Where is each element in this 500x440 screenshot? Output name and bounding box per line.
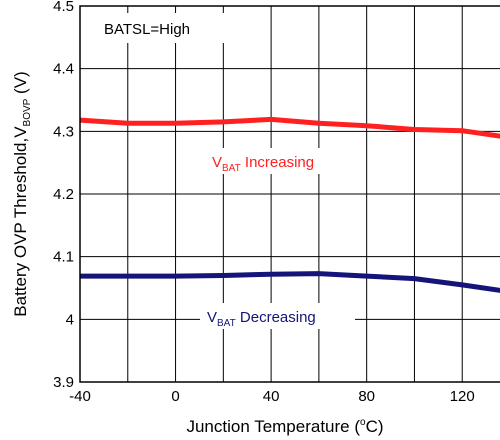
- series-layer: [79, 116, 500, 293]
- x-axis-title: Junction Temperature (oC): [186, 417, 383, 436]
- annotation-box: [96, 13, 228, 43]
- series-label-increasing: VBAT Increasing: [212, 154, 314, 174]
- y-tick-label: 4.5: [53, 0, 74, 15]
- y-tick-label: 4.3: [53, 123, 74, 140]
- y-axis-title: Battery OVP Threshold,VBOVP (V): [11, 71, 33, 316]
- grid: [80, 6, 500, 382]
- x-axis-ticks: -40 0 40 80 120: [69, 388, 475, 405]
- annotation-text: BATSL=High: [104, 21, 190, 38]
- x-tick-label: -40: [69, 388, 91, 405]
- y-tick-label: 4.1: [53, 249, 74, 266]
- x-tick-label: 40: [263, 388, 280, 405]
- series-label-bg-increasing: [205, 148, 350, 174]
- y-tick-label: 4.2: [53, 186, 74, 203]
- x-tick-label: 80: [358, 388, 375, 405]
- plot-frame: [79, 5, 500, 383]
- y-axis-ticks: 3.9 4 4.1 4.2 4.3 4.4 4.5: [53, 0, 74, 391]
- series-line-increasing: [79, 116, 500, 139]
- x-tick-label: 120: [450, 388, 475, 405]
- series-label-bg-decreasing: [200, 303, 355, 329]
- x-tick-label: 0: [171, 388, 179, 405]
- series-label-decreasing: VBAT Decreasing: [207, 309, 316, 329]
- y-tick-label: 4.4: [53, 61, 74, 78]
- y-tick-label: 4: [66, 311, 74, 328]
- series-line-decreasing: [80, 271, 500, 293]
- y-tick-label: 3.9: [53, 374, 74, 391]
